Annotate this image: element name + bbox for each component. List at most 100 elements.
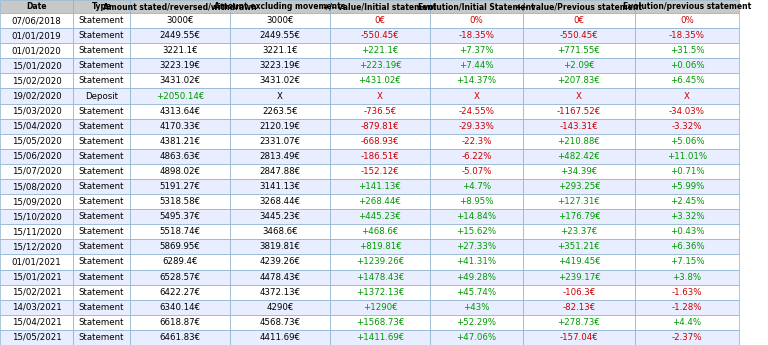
Bar (0, 269, 73, 285)
Text: +5.99%: +5.99% (670, 182, 704, 191)
Text: -668.93€: -668.93€ (361, 137, 399, 146)
Bar (130, 119, 230, 134)
Bar (230, 73, 330, 88)
Bar (330, 134, 430, 149)
Bar (635, 285, 739, 300)
Bar (523, 269, 635, 285)
Bar (73, 0, 130, 13)
Text: +14.84%: +14.84% (456, 212, 497, 221)
Bar (330, 58, 430, 73)
Bar (635, 119, 739, 134)
Text: Statement: Statement (79, 303, 124, 312)
Text: -1167.52€: -1167.52€ (557, 107, 601, 116)
Text: +207.83€: +207.83€ (558, 76, 601, 86)
Text: 4381.21€: 4381.21€ (160, 137, 200, 146)
Text: 15/03/2020: 15/03/2020 (12, 107, 61, 116)
Bar (73, 43, 130, 58)
Text: +41.31%: +41.31% (456, 257, 497, 266)
Bar (330, 209, 430, 224)
Bar (523, 179, 635, 194)
Text: Evolution/previous statement: Evolution/previous statement (623, 2, 751, 11)
Text: +34.39€: +34.39€ (561, 167, 598, 176)
Bar (0, 285, 73, 300)
Bar (73, 13, 130, 28)
Bar (0, 179, 73, 194)
Bar (130, 315, 230, 330)
Text: -1.28%: -1.28% (672, 303, 702, 312)
Bar (523, 88, 635, 104)
Bar (0, 43, 73, 58)
Text: 6422.27€: 6422.27€ (160, 288, 200, 297)
Text: +2.09€: +2.09€ (563, 61, 595, 70)
Bar (230, 104, 330, 119)
Text: Statement: Statement (79, 152, 124, 161)
Text: 3819.81€: 3819.81€ (260, 243, 300, 252)
Text: +52.29%: +52.29% (456, 318, 496, 327)
Bar (430, 330, 523, 345)
Bar (523, 300, 635, 315)
Bar (430, 119, 523, 134)
Bar (0, 73, 73, 88)
Bar (0, 58, 73, 73)
Bar (73, 73, 130, 88)
Bar (130, 285, 230, 300)
Text: 2813.49€: 2813.49€ (260, 152, 300, 161)
Text: +445.23€: +445.23€ (359, 212, 402, 221)
Text: 2449.55€: 2449.55€ (160, 31, 200, 40)
Bar (635, 300, 739, 315)
Bar (73, 255, 130, 269)
Text: 6289.4€: 6289.4€ (162, 257, 197, 266)
Text: +351.21€: +351.21€ (558, 243, 601, 252)
Bar (330, 88, 430, 104)
Text: +14.37%: +14.37% (456, 76, 497, 86)
Bar (430, 0, 523, 13)
Bar (635, 330, 739, 345)
Bar (523, 330, 635, 345)
Bar (635, 179, 739, 194)
Text: 6528.57€: 6528.57€ (160, 273, 200, 282)
Text: Statement: Statement (79, 273, 124, 282)
Bar (130, 0, 230, 13)
Text: 15/06/2020: 15/06/2020 (12, 152, 61, 161)
Text: 14/03/2021: 14/03/2021 (12, 303, 61, 312)
Text: 15/05/2020: 15/05/2020 (12, 137, 61, 146)
Bar (0, 28, 73, 43)
Bar (73, 179, 130, 194)
Text: X: X (377, 91, 383, 100)
Bar (230, 239, 330, 255)
Bar (230, 43, 330, 58)
Text: +419.45€: +419.45€ (558, 257, 601, 266)
Bar (523, 73, 635, 88)
Text: -24.55%: -24.55% (458, 107, 495, 116)
Text: -2.37%: -2.37% (672, 333, 702, 342)
Bar (73, 119, 130, 134)
Text: +45.74%: +45.74% (456, 288, 497, 297)
Text: 4290€: 4290€ (266, 303, 293, 312)
Text: Amount excluding movements: Amount excluding movements (214, 2, 346, 11)
Bar (230, 58, 330, 73)
Text: 6618.87€: 6618.87€ (160, 318, 200, 327)
Text: 5869.95€: 5869.95€ (160, 243, 200, 252)
Text: +431.02€: +431.02€ (359, 76, 402, 86)
Text: -879.81€: -879.81€ (361, 122, 399, 131)
Text: -5.07%: -5.07% (462, 167, 492, 176)
Text: -106.3€: -106.3€ (562, 288, 596, 297)
Bar (523, 239, 635, 255)
Bar (130, 134, 230, 149)
Bar (330, 28, 430, 43)
Bar (523, 13, 635, 28)
Text: 2449.55€: 2449.55€ (260, 31, 300, 40)
Bar (523, 28, 635, 43)
Text: -157.04€: -157.04€ (560, 333, 598, 342)
Text: 2120.19€: 2120.19€ (260, 122, 300, 131)
Text: +1290€: +1290€ (362, 303, 397, 312)
Text: Statement: Statement (79, 333, 124, 342)
Text: 15/01/2020: 15/01/2020 (12, 61, 61, 70)
Bar (430, 209, 523, 224)
Bar (523, 255, 635, 269)
Bar (0, 224, 73, 239)
Bar (130, 209, 230, 224)
Text: -186.51€: -186.51€ (361, 152, 399, 161)
Bar (330, 164, 430, 179)
Text: Type: Type (91, 2, 111, 11)
